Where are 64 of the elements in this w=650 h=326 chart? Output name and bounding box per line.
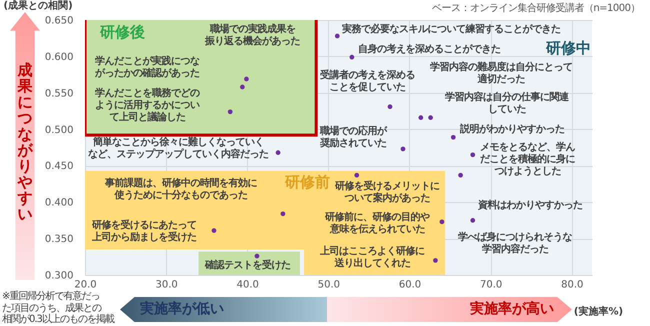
annotation: 学習内容の難易度は自分にとって適切だった — [430, 62, 572, 86]
annotation: メモをとるなど、学んだことを積極的に身につけようとした — [480, 142, 575, 178]
x-tick-label: 30.0 — [155, 280, 178, 290]
annotation: 簡単なことから徐々に難しくなっていくなど、ステップアップしていく内容だった — [88, 137, 268, 161]
x-tick-label: 70.0 — [480, 280, 502, 290]
point — [254, 254, 260, 258]
x-tick-label: 60.0 — [398, 280, 422, 290]
point — [428, 115, 433, 120]
annotation: 研修を受けるメリットについて案内があった — [335, 181, 440, 205]
y-tick-label: 0.400 — [44, 198, 74, 209]
point — [240, 84, 245, 90]
point — [400, 146, 406, 152]
annotation: 研修中 — [546, 39, 591, 57]
x-tick-label: 80.0 — [561, 280, 584, 290]
annotation: 事前課題は、研修中の時間を有効に使うために十分なものであった — [105, 178, 257, 202]
point — [280, 211, 286, 216]
annotation: 研修を受けるにあたって上司から励ましを受けた — [92, 220, 196, 244]
annotation: 資料はわかりやすかった — [478, 200, 582, 212]
text: ※重回帰分析で有意だった項目のうち、成果との相関が0.3以上のものを掲載 — [2, 291, 114, 326]
annotation: 実務で必要なスキルについて練習することができた — [342, 24, 560, 36]
point — [276, 150, 280, 155]
y-axis-title: (成果との相関) — [4, 0, 73, 12]
point — [244, 76, 249, 82]
point — [433, 258, 438, 263]
point — [354, 172, 360, 178]
annotation: 学んだことが実践につながったかの確認があった — [95, 56, 200, 80]
annotation: 受講者の考えを深めることを促していた — [320, 70, 415, 94]
point — [418, 115, 424, 120]
y-tick-label: 0.450 — [44, 161, 74, 172]
text: 実施率が高い — [470, 301, 554, 317]
x-tick-label: 20.0 — [74, 280, 97, 290]
y-tick-label: 0.600 — [44, 52, 74, 63]
y-tick-label: 0.300 — [44, 270, 74, 282]
x-tick-label: 50.0 — [318, 280, 340, 290]
point — [228, 109, 233, 114]
annotation: 説明がわかりやすかった — [460, 124, 564, 136]
annotation: 学べば身につけられそうな学習内容だった — [458, 232, 572, 256]
annotation: 研修前 — [285, 173, 330, 191]
text: ベース：オンライン集合研修受講者（n=1000） — [432, 3, 640, 15]
annotation: 学習内容は自分の仕事に関連していた — [445, 92, 568, 116]
annotation: 研修前に、研修の目的や意味を伝えられていた — [325, 212, 430, 236]
point — [350, 54, 354, 60]
x-tick-label: 40.0 — [236, 280, 259, 290]
point — [334, 34, 340, 38]
annotation: 確認テストを受けた — [205, 260, 290, 272]
point — [212, 228, 216, 233]
annotation: 上司はこころよく研修に送り出してくれた — [320, 246, 424, 270]
y-tick-label: 0.650 — [44, 16, 74, 26]
annotation: 職場での実践成果を振り返る機会があった — [205, 24, 300, 48]
annotation: 研修後 — [100, 23, 145, 41]
point — [458, 172, 463, 178]
y-tick-label: 0.500 — [44, 124, 74, 136]
point — [440, 219, 444, 224]
point — [470, 152, 476, 158]
y-tick-label: 0.550 — [44, 88, 74, 100]
point — [450, 134, 456, 140]
point — [388, 104, 392, 110]
annotation: 職場での応用が奨励されていた — [320, 126, 386, 150]
annotation: 学んだことを職務でどのように活用するかについて上司と議論した — [95, 88, 200, 124]
text: 成果につながりやすい — [18, 61, 32, 223]
point — [470, 218, 476, 223]
annotation: 自身の考えを深めることができた — [358, 44, 500, 56]
y-tick-label: 0.350 — [44, 234, 74, 246]
x-axis-title: (実施率%) — [574, 306, 624, 318]
